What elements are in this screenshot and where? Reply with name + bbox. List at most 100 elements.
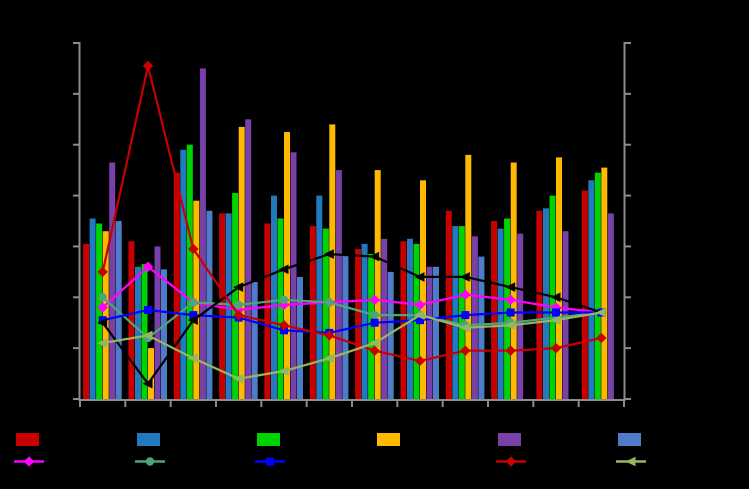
bar-green-bar: [232, 193, 239, 399]
marker-diamond: [324, 330, 335, 341]
bar-red-bar: [128, 241, 135, 399]
marker-diamond: [460, 289, 471, 300]
marker-triangle-left: [233, 373, 244, 384]
marker-diamond: [505, 345, 516, 356]
bar-steel-blue-bar: [316, 195, 323, 399]
marker-diamond: [596, 332, 607, 344]
bar-red-bar: [264, 223, 271, 399]
marker-triangle-left: [384, 456, 395, 467]
bar-purple-bar: [154, 246, 161, 399]
marker-circle: [279, 295, 289, 305]
line-black-path: [101, 252, 602, 386]
marker-triangle-left: [414, 310, 425, 320]
bar-steel-blue-bar: [452, 226, 459, 399]
marker-square: [552, 308, 560, 317]
bar-cornflower-blue-bar: [115, 221, 122, 399]
bar-green-bar: [96, 223, 103, 399]
marker-square: [189, 311, 198, 320]
bar-purple-bar: [335, 170, 342, 399]
marker-diamond: [142, 60, 154, 72]
legend-swatch-line-magenta: [14, 456, 44, 467]
bar-red-bar: [309, 226, 316, 399]
bar-cornflower-blue-bar: [297, 276, 303, 399]
bar-orange-bar: [601, 167, 608, 399]
bar-green: [96, 144, 601, 399]
bar-purple-bar: [199, 68, 206, 400]
line-dark-red-path: [101, 65, 602, 363]
bar-steel-blue-bar: [180, 149, 187, 399]
marker-diamond: [23, 456, 35, 467]
bar-purple-bar: [471, 236, 478, 399]
bar-cornflower-blue-bar: [433, 266, 439, 399]
marker-square: [506, 308, 515, 317]
legend-swatch-bar-green: [257, 433, 280, 446]
marker-triangle-left: [278, 264, 289, 275]
legend-swatch-line-sea-green: [135, 457, 165, 466]
bar-steel-blue-bar: [271, 195, 277, 399]
marker-diamond: [369, 345, 380, 356]
marker-triangle-left: [625, 456, 636, 467]
marker-diamond: [505, 456, 517, 467]
legend-swatch-line-dark-red: [496, 456, 526, 467]
bar-red-bar: [173, 172, 180, 399]
marker-square: [370, 318, 379, 327]
legend-swatch-bar-red: [16, 433, 39, 446]
bar-orange-bar: [510, 162, 517, 399]
bar-steel-blue-bar: [89, 218, 96, 399]
line-olive-green: [97, 307, 606, 384]
marker-diamond: [97, 266, 108, 278]
marker-triangle-left: [369, 338, 380, 348]
marker-diamond: [233, 309, 244, 321]
line-dark-red: [97, 60, 607, 367]
bar-purple-bar: [607, 213, 614, 399]
bar-red-bar: [491, 221, 498, 399]
bar-purple-bar: [290, 152, 297, 399]
marker-triangle-left: [505, 282, 516, 292]
bar-steel-blue-bar: [225, 213, 232, 399]
line-olive-green-path: [102, 311, 602, 380]
bar-green-bar: [141, 264, 148, 399]
marker-circle: [145, 457, 155, 466]
line-magenta-path: [101, 265, 602, 314]
bar-green-bar: [322, 228, 329, 399]
axes: [73, 42, 631, 407]
marker-diamond: [550, 342, 562, 354]
marker-circle: [370, 310, 379, 320]
bar-purple-bar: [381, 238, 388, 399]
legend-swatch-bar-cornflower-blue: [618, 433, 641, 446]
marker-triangle-left: [142, 330, 153, 341]
bar-red-bar: [445, 210, 452, 399]
bar-purple-bar: [426, 266, 433, 399]
marker-diamond: [460, 345, 471, 356]
marker-triangle-left: [187, 353, 198, 364]
legend: [14, 433, 646, 467]
bar-green-bar: [186, 144, 193, 399]
marker-circle: [189, 298, 198, 307]
bar-red-bar: [83, 243, 90, 399]
bar-steel-blue-bar: [588, 180, 595, 399]
marker-triangle-left: [97, 317, 108, 328]
bar-orange-bar: [329, 124, 336, 400]
bar-purple-bar: [245, 119, 252, 400]
marker-triangle-left: [323, 353, 334, 364]
marker-diamond: [414, 355, 426, 367]
bar-cornflower-blue-bar: [161, 269, 167, 399]
marker-circle: [325, 298, 334, 307]
bar-steel-blue-bar: [543, 208, 549, 399]
marker-square: [144, 306, 152, 314]
marker-triangle-left: [278, 366, 289, 376]
marker-diamond: [97, 302, 108, 313]
bar-green-bar: [594, 172, 601, 399]
marker-diamond: [188, 243, 199, 255]
line-sea-green-path: [101, 296, 602, 340]
bar-cornflower-blue-bar: [342, 254, 349, 399]
legend-swatch-line-blue: [255, 457, 285, 466]
bar-orange-bar: [420, 180, 426, 399]
marker-triangle-left: [550, 315, 561, 325]
marker-triangle-left: [595, 307, 606, 318]
legend-swatch-line-black: [375, 456, 405, 467]
marker-triangle-left: [459, 272, 470, 282]
bar-orange-bar: [238, 126, 245, 400]
marker-circle: [234, 300, 243, 310]
